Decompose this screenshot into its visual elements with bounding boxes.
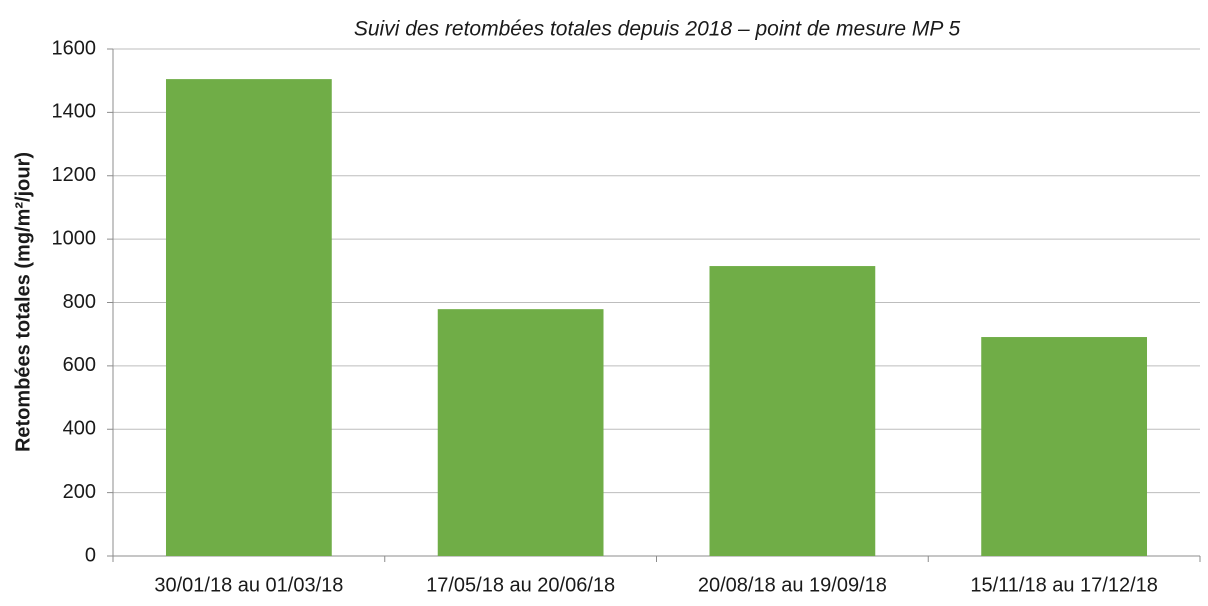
bar (709, 266, 876, 556)
x-tick-label: 15/11/18 au 17/12/18 (970, 574, 1158, 596)
bar (437, 309, 604, 556)
bar (165, 79, 332, 557)
chart-title: Suivi des retombées totales depuis 2018 … (354, 18, 961, 41)
y-tick-label: 1000 (52, 227, 97, 249)
y-tick-label: 1400 (52, 101, 97, 123)
x-tick-label: 17/05/18 au 20/06/18 (426, 574, 615, 596)
y-tick-label: 200 (63, 481, 96, 503)
y-tick-label: 0 (85, 544, 96, 566)
x-tick-label: 30/01/18 au 01/03/18 (154, 574, 343, 596)
y-tick-label: 1600 (52, 37, 97, 59)
y-tick-label: 1200 (52, 164, 97, 186)
y-tick-label: 600 (63, 354, 96, 376)
y-tick-label: 400 (63, 418, 96, 440)
x-tick-label: 20/08/18 au 19/09/18 (698, 574, 887, 596)
y-axis-label: Retombées totales (mg/m²/jour) (12, 152, 34, 452)
y-tick-label: 800 (63, 291, 96, 313)
bar (981, 337, 1148, 556)
